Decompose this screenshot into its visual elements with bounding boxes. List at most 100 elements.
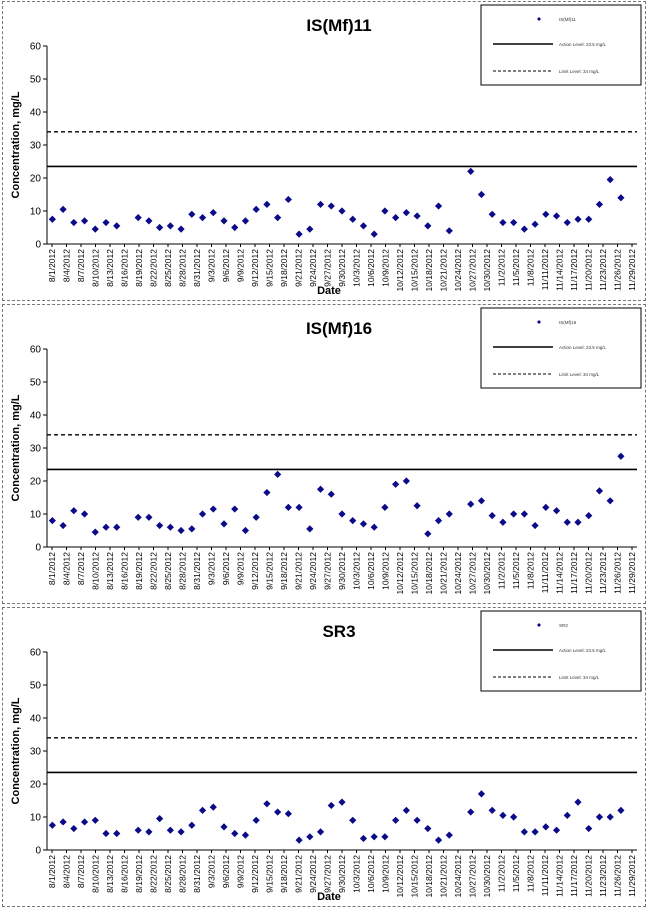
data-point: [434, 836, 443, 844]
x-tick-label: 11/29/2012: [627, 855, 637, 897]
data-point: [209, 505, 217, 513]
data-point: [177, 828, 185, 836]
y-tick-label: 40: [30, 411, 42, 422]
x-tick-label: 8/10/2012: [91, 855, 101, 893]
x-tick-label: 8/13/2012: [105, 855, 115, 893]
x-tick-label: 11/17/2012: [569, 249, 579, 291]
data-point: [231, 505, 239, 513]
data-point: [327, 801, 335, 810]
x-tick-label: 9/3/2012: [207, 855, 217, 888]
data-point: [477, 790, 486, 798]
data-point: [467, 808, 475, 816]
y-tick-label: 30: [30, 444, 42, 455]
x-tick-label: 8/16/2012: [120, 552, 130, 590]
data-point: [402, 806, 410, 814]
x-tick-label: 9/27/2012: [323, 552, 333, 590]
data-point: [392, 480, 400, 488]
data-point: [177, 225, 185, 233]
data-point: [145, 217, 153, 225]
data-point: [231, 223, 239, 232]
x-tick-label: 8/10/2012: [91, 249, 101, 287]
x-tick-label: 9/30/2012: [337, 249, 347, 287]
x-tick-label: 8/13/2012: [105, 249, 115, 287]
x-tick-label: 9/6/2012: [221, 855, 231, 888]
data-point: [520, 828, 528, 836]
data-point: [552, 507, 561, 515]
y-axis-label: Concentration, mg/L: [10, 394, 22, 501]
x-tick-label: 9/12/2012: [250, 552, 260, 590]
legend-marker: [537, 623, 541, 627]
legend-box: [480, 610, 642, 692]
chart-panel-1: IS(Mf)11 0 10 20 30 40 50 60 Concentration, mg/L…: [2, 1, 646, 301]
x-tick-label: 11/17/2012: [569, 552, 579, 594]
data-point: [241, 831, 250, 839]
data-point: [499, 518, 507, 526]
x-tick-label: 11/23/2012: [598, 855, 608, 897]
x-tick-label: 11/2/2012: [497, 249, 507, 286]
data-point: [424, 530, 432, 538]
data-point: [445, 831, 453, 839]
data-point: [295, 836, 303, 844]
y-tick-label: 50: [30, 378, 42, 389]
x-tick-label: 8/4/2012: [62, 249, 72, 282]
x-tick-label: 9/3/2012: [207, 249, 217, 282]
data-point: [231, 829, 239, 838]
chart-panel-2: IS(Mf)16 0 10 20 30 40 50 60 Concentration, mg/L…: [2, 304, 646, 604]
data-point: [338, 207, 346, 215]
data-point: [274, 808, 282, 816]
data-point: [198, 214, 207, 222]
x-tick-label: 10/6/2012: [366, 855, 376, 893]
x-tick-label: 10/21/2012: [439, 249, 449, 292]
x-tick-label: 8/16/2012: [120, 855, 130, 893]
x-tick-label: 10/9/2012: [381, 855, 391, 893]
data-point: [48, 215, 56, 223]
x-tick-label: 9/27/2012: [323, 249, 333, 287]
data-point: [413, 212, 421, 220]
legend-marker: [537, 320, 541, 324]
data-point: [585, 215, 593, 223]
x-tick-label: 11/11/2012: [540, 855, 550, 897]
x-tick-label: 9/21/2012: [294, 249, 304, 287]
data-point: [209, 803, 217, 811]
data-point: [70, 218, 78, 227]
x-tick-label: 10/27/2012: [468, 249, 478, 292]
x-tick-label: 9/27/2012: [323, 855, 333, 893]
y-tick-label: 30: [30, 747, 42, 758]
x-tick-label: 10/9/2012: [381, 249, 391, 287]
data-point: [327, 490, 335, 498]
legend-marker: [537, 17, 541, 21]
legend-entry-action: Action Level: 23.5 mg/L: [559, 345, 607, 350]
chart-title: IS(Mf)16: [306, 319, 372, 338]
x-tick-label: 10/18/2012: [424, 552, 434, 595]
x-tick-label: 8/28/2012: [178, 855, 188, 893]
x-tick-label: 11/26/2012: [613, 249, 623, 291]
data-point: [338, 798, 346, 806]
data-point: [145, 513, 153, 521]
x-axis-label: Date: [317, 285, 341, 297]
x-tick-label: 9/24/2012: [308, 249, 318, 287]
data-point: [327, 202, 335, 210]
data-point: [80, 217, 89, 225]
data-point: [542, 210, 550, 218]
legend-entry-series: IS(Mf)16: [559, 320, 577, 325]
data-point: [80, 510, 89, 518]
x-tick-label: 8/16/2012: [120, 249, 130, 287]
x-tick-label: 9/30/2012: [337, 855, 347, 893]
y-tick-label: 60: [30, 345, 42, 356]
legend-box: [480, 307, 642, 389]
y-tick-label: 50: [30, 681, 42, 692]
data-point: [274, 470, 282, 478]
data-point: [241, 526, 250, 535]
x-tick-label: 9/30/2012: [337, 552, 347, 590]
legend-entry-limit: Limit Level: 34 mg/L: [559, 69, 600, 74]
legend-entry-limit: Limit Level: 34 mg/L: [559, 372, 600, 377]
data-point: [166, 222, 174, 230]
data-point: [520, 225, 528, 233]
data-point: [59, 205, 67, 213]
x-tick-label: 10/24/2012: [453, 552, 463, 595]
data-point: [381, 503, 389, 511]
data-point: [563, 811, 571, 819]
chart-1-svg: IS(Mf)11 0 10 20 30 40 50 60 Concentration, mg/L…: [10, 4, 642, 297]
data-point: [359, 834, 368, 843]
y-tick-label: 10: [30, 510, 42, 521]
